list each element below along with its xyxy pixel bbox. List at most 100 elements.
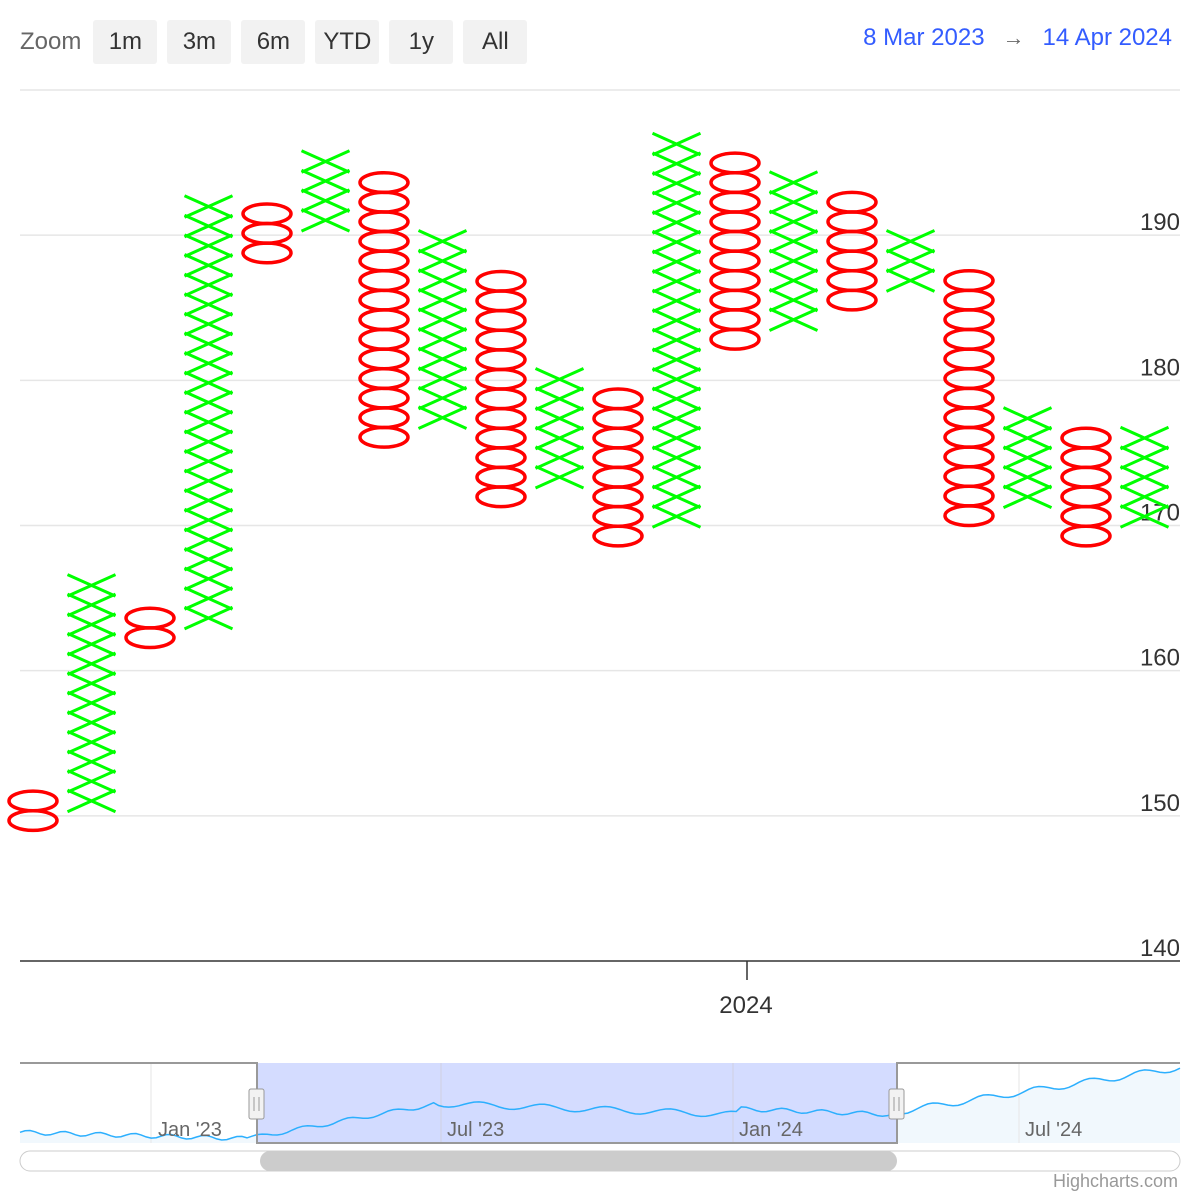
o-mark	[943, 347, 995, 371]
o-mark	[943, 406, 995, 430]
x-mark	[417, 405, 468, 430]
zoom-all-button[interactable]: All	[463, 20, 528, 64]
o-mark	[592, 524, 644, 548]
navigator-label-jul24: Jul '24	[1025, 1119, 1082, 1141]
o-column	[1060, 426, 1112, 548]
x-column	[1119, 425, 1170, 529]
y-tick-label: 180	[1140, 354, 1180, 381]
scrollbar-thumb[interactable]	[260, 1151, 897, 1171]
pnf-columns	[7, 131, 1170, 833]
x-mark	[651, 347, 702, 372]
x-mark	[183, 311, 234, 337]
x-mark	[417, 268, 468, 293]
x-mark	[651, 406, 702, 431]
o-mark	[592, 465, 644, 489]
x-mark	[651, 367, 702, 392]
o-mark	[826, 268, 878, 293]
o-mark	[826, 249, 878, 273]
x-mark	[417, 307, 468, 332]
zoom-1y-button[interactable]: 1y	[389, 20, 454, 64]
o-mark	[943, 288, 995, 312]
x-mark	[534, 445, 585, 470]
o-mark	[241, 202, 293, 226]
x-mark	[66, 573, 117, 598]
o-column	[358, 170, 410, 449]
o-mark	[475, 348, 527, 372]
o-mark	[1060, 446, 1112, 470]
o-mark	[358, 210, 410, 234]
x-mark	[183, 253, 234, 278]
o-mark	[358, 268, 410, 293]
o-mark	[358, 327, 410, 351]
o-mark	[709, 288, 761, 312]
x-mark	[417, 248, 468, 274]
x-mark	[66, 632, 117, 657]
o-mark	[475, 465, 527, 489]
o-mark	[241, 241, 293, 265]
navigator-handle-right[interactable]	[888, 1088, 905, 1120]
o-mark	[475, 446, 527, 470]
x-mark	[183, 233, 234, 258]
x-mark	[651, 269, 702, 294]
x-mark	[651, 190, 702, 216]
zoom-1m-button[interactable]: 1m	[93, 20, 158, 64]
range-arrow: →	[1002, 25, 1025, 50]
y-tick-label: 190	[1140, 209, 1180, 236]
x-mark	[1002, 445, 1053, 470]
x-mark	[183, 429, 234, 454]
x-mark	[66, 690, 117, 716]
o-mark	[1060, 504, 1112, 528]
navigator-handle-left[interactable]	[248, 1088, 265, 1120]
x-mark	[300, 208, 351, 233]
o-mark	[943, 366, 995, 391]
x-mark	[1119, 445, 1170, 470]
navigator-label-jan23: Jan '23	[158, 1119, 222, 1141]
x-axis-label-2024: 2024	[719, 992, 772, 1019]
o-mark	[709, 170, 761, 195]
o-mark	[943, 425, 995, 449]
o-mark	[592, 446, 644, 470]
x-mark	[534, 406, 585, 431]
x-mark	[768, 287, 819, 313]
x-mark	[183, 527, 234, 552]
o-mark	[124, 606, 176, 630]
x-mark	[183, 488, 234, 513]
x-mark	[1002, 465, 1053, 490]
o-column	[826, 190, 878, 312]
o-column	[475, 269, 527, 509]
o-mark	[7, 789, 59, 813]
o-mark	[358, 249, 410, 273]
x-mark	[1119, 484, 1170, 509]
o-mark	[358, 366, 410, 391]
o-mark	[592, 387, 644, 411]
credits-link[interactable]: Highcharts.com	[1052, 1171, 1178, 1191]
o-mark	[1060, 426, 1112, 450]
x-mark	[417, 346, 468, 372]
x-mark	[534, 465, 585, 490]
o-mark	[358, 308, 410, 332]
o-mark	[943, 504, 995, 528]
o-mark	[943, 386, 995, 410]
x-mark	[651, 386, 702, 412]
o-mark	[943, 327, 995, 351]
x-column	[66, 573, 117, 814]
x-mark	[417, 366, 468, 391]
range-to-input[interactable]: 14 Apr 2024	[1042, 24, 1172, 51]
zoom-3m-button[interactable]: 3m	[167, 20, 232, 64]
x-mark	[66, 710, 117, 735]
x-mark	[885, 229, 936, 254]
x-mark	[768, 268, 819, 293]
o-mark	[475, 426, 527, 450]
x-mark	[183, 213, 234, 239]
navigator[interactable]: Jan '23 Jul '23 Jan '24 Jul '24	[19, 1062, 1181, 1144]
o-mark	[241, 221, 293, 245]
x-mark	[651, 504, 702, 529]
x-column	[768, 170, 819, 332]
x-mark	[66, 612, 117, 637]
date-range: 8 Mar 2023 → 14 Apr 2024	[863, 24, 1172, 52]
zoom-6m-button[interactable]: 6m	[241, 20, 306, 64]
x-mark	[183, 390, 234, 415]
range-from-input[interactable]: 8 Mar 2023	[863, 24, 985, 51]
zoom-ytd-button[interactable]: YTD	[315, 20, 380, 64]
